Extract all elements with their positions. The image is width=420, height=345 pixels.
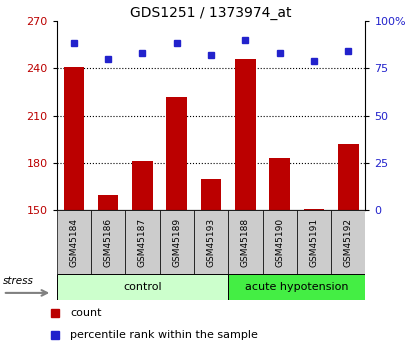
Bar [125, 210, 160, 274]
Text: percentile rank within the sample: percentile rank within the sample [71, 330, 258, 340]
Bar [262, 210, 297, 274]
Bar [91, 210, 125, 274]
Text: GSM45189: GSM45189 [172, 218, 181, 267]
Bar [228, 274, 365, 300]
Text: count: count [71, 308, 102, 318]
Text: GSM45187: GSM45187 [138, 218, 147, 267]
Bar [269, 158, 290, 210]
Text: GSM45190: GSM45190 [275, 218, 284, 267]
Text: GSM45193: GSM45193 [207, 218, 215, 267]
Bar [194, 210, 228, 274]
Bar [166, 97, 187, 210]
Bar [228, 210, 262, 274]
Bar [201, 179, 221, 210]
Text: acute hypotension: acute hypotension [245, 282, 349, 292]
Text: control: control [123, 282, 162, 292]
Bar [132, 161, 153, 210]
Bar [160, 210, 194, 274]
Text: GSM45191: GSM45191 [310, 218, 318, 267]
Text: GSM45192: GSM45192 [344, 218, 353, 267]
Title: GDS1251 / 1373974_at: GDS1251 / 1373974_at [130, 6, 292, 20]
Text: stress: stress [3, 276, 34, 286]
Text: GSM45188: GSM45188 [241, 218, 250, 267]
Bar [235, 59, 256, 210]
Bar [98, 195, 118, 210]
Bar [338, 144, 359, 210]
Bar [331, 210, 365, 274]
Text: GSM45184: GSM45184 [69, 218, 79, 267]
Bar [63, 67, 84, 210]
Bar [57, 210, 91, 274]
Text: GSM45186: GSM45186 [104, 218, 113, 267]
Bar [304, 209, 324, 210]
Bar [57, 274, 228, 300]
Bar [297, 210, 331, 274]
